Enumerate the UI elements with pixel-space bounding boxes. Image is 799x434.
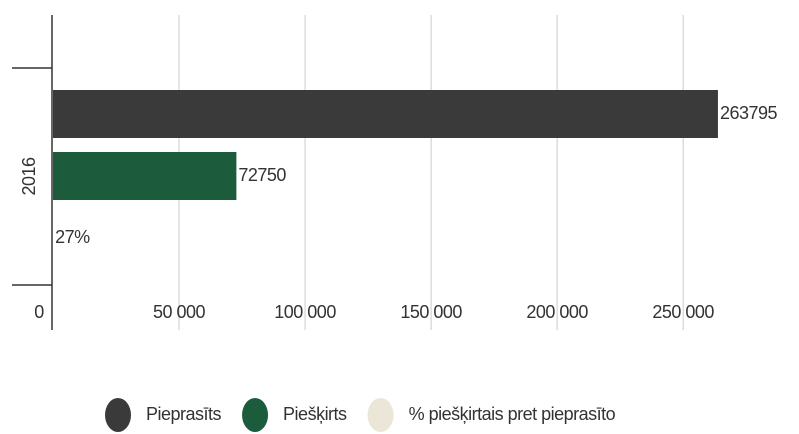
x-tick-label: 50 000 — [153, 302, 206, 322]
x-tick-label: 200 000 — [526, 302, 588, 322]
legend-swatch — [367, 398, 394, 432]
legend-label: % piešķirtais pret pieprasīto — [409, 404, 616, 424]
x-tick-label: 150 000 — [400, 302, 462, 322]
category-label: 2016 — [19, 157, 39, 196]
legend-label: Piešķirts — [283, 404, 347, 424]
x-tick-label: 100 000 — [274, 302, 336, 322]
legend-swatch — [242, 398, 269, 432]
legend-swatch — [105, 398, 131, 432]
bar — [53, 152, 237, 200]
x-tick-label: 0 — [34, 302, 44, 322]
value-label: 27% — [55, 227, 90, 247]
x-tick-label: 250 000 — [652, 302, 714, 322]
legend-label: Pieprasīts — [146, 404, 222, 424]
value-label: 263795 — [720, 103, 778, 123]
value-label: 72750 — [238, 165, 286, 185]
bar — [53, 90, 718, 138]
